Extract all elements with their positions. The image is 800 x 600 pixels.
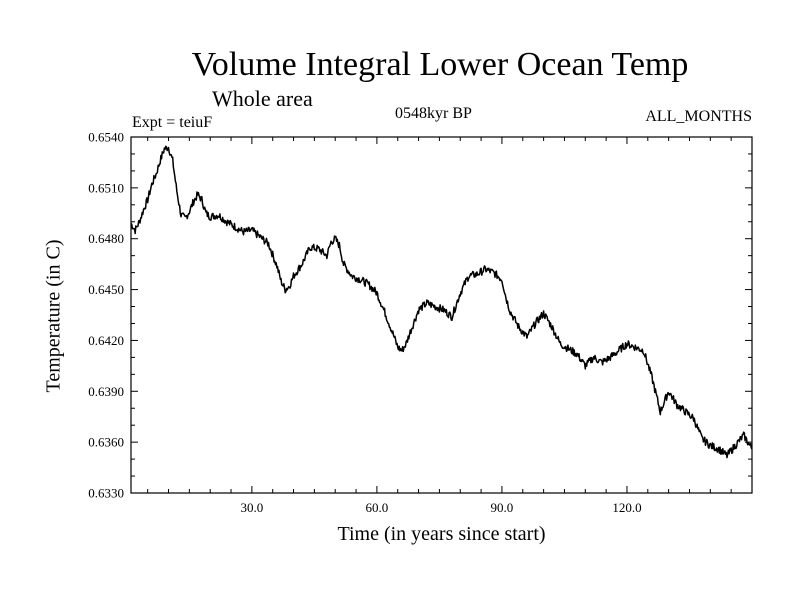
axis-ticks [131, 136, 752, 494]
experiment-label: Expt = teiuF [132, 114, 213, 131]
x-tick-label: 90.0 [491, 500, 514, 515]
y-tick-label: 0.6510 [88, 180, 124, 195]
period-label: 0548kyr BP [395, 105, 472, 122]
y-tick-label: 0.6450 [88, 282, 124, 297]
y-tick-label: 0.6540 [88, 130, 124, 145]
y-tick-label: 0.6360 [88, 435, 124, 450]
x-tick-label: 60.0 [366, 500, 389, 515]
y-tick-label: 0.6420 [88, 333, 124, 348]
y-tick-label: 0.6480 [88, 231, 124, 246]
x-axis-label: Time (in years since start) [337, 523, 546, 545]
x-tick-label: 30.0 [240, 500, 263, 515]
chart-title: Volume Integral Lower Ocean Temp [191, 46, 689, 83]
y-tick-label: 0.6390 [88, 384, 124, 399]
chart-subtitle: Whole area [212, 86, 313, 111]
data-series [130, 145, 753, 459]
y-tick-label: 0.6330 [88, 486, 124, 501]
axis-tick-labels: 0.6330 0.6360 0.6390 0.6420 0.6450 0.6480 0.65… [88, 130, 641, 516]
plot-frame [130, 136, 753, 494]
x-tick-label: 120.0 [612, 500, 641, 515]
temperature-series-line [130, 145, 753, 459]
months-label: ALL_MONTHS [645, 108, 752, 125]
